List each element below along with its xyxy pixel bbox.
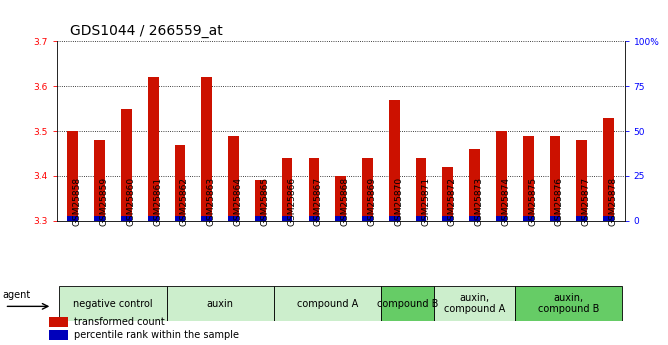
- Text: GSM25859: GSM25859: [100, 177, 109, 226]
- Bar: [274, 286, 381, 321]
- Bar: [603, 118, 614, 221]
- Bar: [94, 216, 105, 221]
- Bar: [415, 158, 426, 221]
- Text: GSM25865: GSM25865: [261, 177, 269, 226]
- Bar: [228, 216, 239, 221]
- Bar: [67, 216, 78, 221]
- Text: GSM25874: GSM25874: [502, 177, 510, 226]
- Text: negative control: negative control: [73, 299, 153, 308]
- Bar: [362, 158, 373, 221]
- Bar: [434, 286, 515, 321]
- Text: compound B: compound B: [377, 299, 438, 308]
- Bar: [202, 77, 212, 221]
- Bar: [255, 180, 266, 221]
- Text: GSM25858: GSM25858: [73, 177, 82, 226]
- Bar: [389, 216, 399, 221]
- Text: GSM25867: GSM25867: [314, 177, 323, 226]
- Text: GSM25862: GSM25862: [180, 177, 189, 226]
- Bar: [603, 216, 614, 221]
- Bar: [255, 216, 266, 221]
- Bar: [335, 216, 346, 221]
- Bar: [228, 136, 239, 221]
- Bar: [59, 286, 166, 321]
- Bar: [148, 77, 158, 221]
- Bar: [550, 216, 560, 221]
- Bar: [121, 109, 132, 221]
- Text: GSM25873: GSM25873: [474, 177, 484, 226]
- Bar: [335, 176, 346, 221]
- Bar: [174, 216, 185, 221]
- Text: GSM25868: GSM25868: [341, 177, 349, 226]
- Text: GSM25878: GSM25878: [609, 177, 617, 226]
- Bar: [381, 286, 434, 321]
- Bar: [121, 216, 132, 221]
- Bar: [576, 140, 587, 221]
- Bar: [550, 136, 560, 221]
- Text: GSM25876: GSM25876: [555, 177, 564, 226]
- Bar: [67, 131, 78, 221]
- Bar: [515, 286, 622, 321]
- Bar: [496, 216, 507, 221]
- Text: transformed count: transformed count: [73, 317, 164, 327]
- Bar: [148, 216, 158, 221]
- Text: GSM25875: GSM25875: [528, 177, 537, 226]
- Bar: [282, 216, 293, 221]
- Text: auxin: auxin: [206, 299, 234, 308]
- Text: auxin,
compound A: auxin, compound A: [444, 293, 505, 314]
- Bar: [415, 216, 426, 221]
- Bar: [523, 136, 534, 221]
- Text: GSM25861: GSM25861: [153, 177, 162, 226]
- Bar: [469, 216, 480, 221]
- Bar: [174, 145, 185, 221]
- Bar: [309, 216, 319, 221]
- Bar: [282, 158, 293, 221]
- Bar: [309, 158, 319, 221]
- Text: GDS1044 / 266559_at: GDS1044 / 266559_at: [70, 24, 223, 38]
- Bar: [49, 317, 68, 327]
- Text: auxin,
compound B: auxin, compound B: [538, 293, 599, 314]
- Text: GSM25871: GSM25871: [421, 177, 430, 226]
- Bar: [442, 167, 453, 221]
- Text: compound A: compound A: [297, 299, 358, 308]
- Text: GSM25864: GSM25864: [234, 177, 242, 226]
- Text: GSM25866: GSM25866: [287, 177, 296, 226]
- Text: GSM25860: GSM25860: [126, 177, 136, 226]
- Text: GSM25872: GSM25872: [448, 177, 457, 226]
- Text: GSM25877: GSM25877: [582, 177, 591, 226]
- Bar: [166, 286, 274, 321]
- Bar: [49, 330, 68, 340]
- Bar: [362, 216, 373, 221]
- Text: GSM25869: GSM25869: [367, 177, 377, 226]
- Bar: [94, 140, 105, 221]
- Bar: [202, 216, 212, 221]
- Bar: [469, 149, 480, 221]
- Bar: [576, 216, 587, 221]
- Bar: [389, 100, 399, 221]
- Bar: [496, 131, 507, 221]
- Text: percentile rank within the sample: percentile rank within the sample: [73, 330, 238, 340]
- Text: agent: agent: [3, 290, 31, 300]
- Bar: [442, 216, 453, 221]
- Text: GSM25863: GSM25863: [207, 177, 216, 226]
- Bar: [523, 216, 534, 221]
- Text: GSM25870: GSM25870: [394, 177, 403, 226]
